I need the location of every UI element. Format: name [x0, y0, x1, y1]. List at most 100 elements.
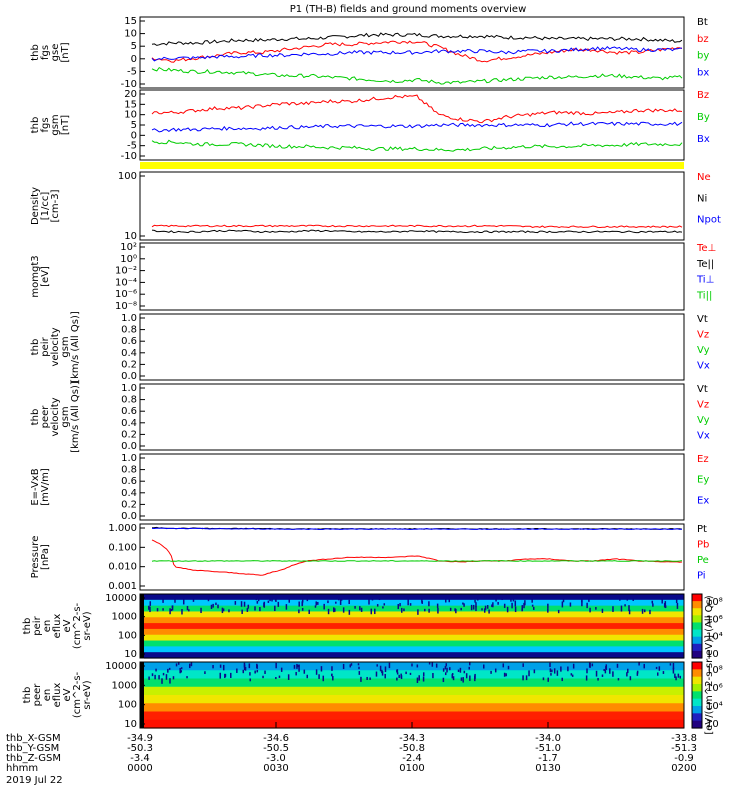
- legend-Ni: Ni: [697, 193, 707, 204]
- heatmap-speck: [510, 599, 512, 601]
- heatmap-speck: [410, 673, 412, 675]
- heatmap-speck: [398, 675, 400, 678]
- heatmap-speck: [661, 598, 663, 603]
- heatmap-speck: [642, 609, 644, 614]
- heatmap-speck: [146, 595, 148, 599]
- heatmap-speck: [588, 599, 590, 602]
- y-axis-label: [nT]: [60, 115, 71, 135]
- heatmap-band: [144, 617, 684, 623]
- legend-By: By: [697, 112, 710, 123]
- heatmap-speck: [515, 607, 517, 612]
- heatmap-speck: [298, 602, 300, 607]
- heatmap-speck: [222, 594, 224, 596]
- heatmap-speck: [323, 676, 325, 682]
- heatmap-speck: [193, 599, 195, 602]
- x-tick-label: 0130: [535, 763, 560, 774]
- heatmap-speck: [432, 673, 434, 678]
- heatmap-speck: [597, 678, 599, 681]
- heatmap-speck: [550, 668, 552, 672]
- heatmap-speck: [204, 671, 206, 674]
- heatmap-speck: [524, 600, 526, 605]
- heatmap-band: [144, 720, 684, 729]
- heatmap-speck: [449, 599, 451, 602]
- heatmap-speck: [248, 605, 250, 609]
- heatmap-speck: [417, 609, 419, 615]
- heatmap-speck: [649, 610, 651, 614]
- heatmap-speck: [508, 666, 510, 669]
- heatmap-speck: [549, 663, 551, 667]
- heatmap-speck: [288, 674, 290, 680]
- heatmap-speck: [384, 603, 386, 605]
- heatmap-speck: [626, 672, 628, 676]
- heatmap-speck: [628, 605, 630, 611]
- heatmap-speck: [605, 666, 607, 670]
- heatmap-speck: [360, 677, 362, 682]
- y-tick-label: 10⁻⁶: [115, 289, 137, 300]
- heatmap-speck: [249, 672, 251, 675]
- heatmap-speck: [351, 594, 353, 597]
- heatmap-speck: [376, 672, 378, 677]
- heatmap-speck: [307, 597, 309, 601]
- series-line-Pe: [152, 561, 682, 562]
- legend-Te⊥: Te⊥: [696, 243, 716, 254]
- heatmap-speck: [350, 664, 352, 667]
- heatmap-speck: [148, 606, 150, 610]
- heatmap-speck: [592, 664, 594, 667]
- heatmap-speck: [212, 604, 214, 608]
- heatmap-speck: [384, 674, 386, 678]
- colorbar-segment: [692, 622, 702, 630]
- heatmap-speck: [150, 601, 152, 606]
- heatmap-speck: [269, 599, 271, 601]
- colorbar-segment: [692, 691, 702, 699]
- y-tick-label: 0.2: [121, 359, 137, 370]
- colorbar-segment: [692, 684, 702, 692]
- heatmap-band: [144, 695, 684, 704]
- heatmap-speck: [335, 602, 337, 604]
- heatmap-speck: [570, 602, 572, 606]
- heatmap-speck: [446, 668, 448, 673]
- heatmap-speck: [235, 601, 237, 605]
- heatmap-speck: [298, 665, 300, 668]
- heatmap-speck: [264, 602, 266, 608]
- heatmap-speck: [532, 605, 534, 607]
- heatmap-speck: [317, 602, 319, 605]
- series-line-Bx: [152, 122, 682, 132]
- heatmap-speck: [289, 598, 291, 602]
- heatmap-speck: [497, 602, 499, 605]
- heatmap-speck: [673, 668, 675, 674]
- heatmap-speck: [307, 675, 309, 678]
- series-line-by: [152, 68, 682, 85]
- heatmap-speck: [515, 601, 517, 607]
- heatmap-speck: [161, 678, 163, 684]
- heatmap-speck: [188, 609, 190, 611]
- heatmap-speck: [397, 672, 399, 674]
- heatmap-speck: [492, 602, 494, 607]
- heatmap-speck: [331, 666, 333, 671]
- heatmap-speck: [445, 666, 447, 669]
- series-line-Ni: [152, 230, 682, 233]
- heatmap-speck: [167, 669, 169, 673]
- heatmap-speck: [402, 594, 404, 597]
- heatmap-speck: [475, 602, 477, 607]
- heatmap-speck: [381, 670, 383, 673]
- heatmap-speck: [169, 668, 171, 670]
- heatmap-speck: [458, 670, 460, 672]
- y-tick-label: 10⁻⁸: [115, 301, 137, 312]
- y-tick-label: 0.4: [121, 488, 137, 499]
- legend-Pb: Pb: [697, 540, 709, 551]
- heatmap-speck: [663, 671, 665, 674]
- heatmap-speck: [247, 608, 249, 612]
- heatmap-speck: [366, 677, 368, 680]
- heatmap-speck: [233, 595, 235, 597]
- heatmap-speck: [358, 667, 360, 669]
- heatmap-speck: [531, 597, 533, 603]
- heatmap-speck: [316, 669, 318, 674]
- heatmap-speck: [624, 604, 626, 606]
- heatmap-speck: [665, 601, 667, 606]
- y-tick-label: 1.0: [121, 383, 137, 394]
- legend-Npot: Npot: [697, 215, 721, 226]
- heatmap-speck: [586, 603, 588, 608]
- heatmap-speck: [481, 608, 483, 610]
- heatmap-speck: [152, 673, 154, 676]
- heatmap-speck: [534, 669, 536, 673]
